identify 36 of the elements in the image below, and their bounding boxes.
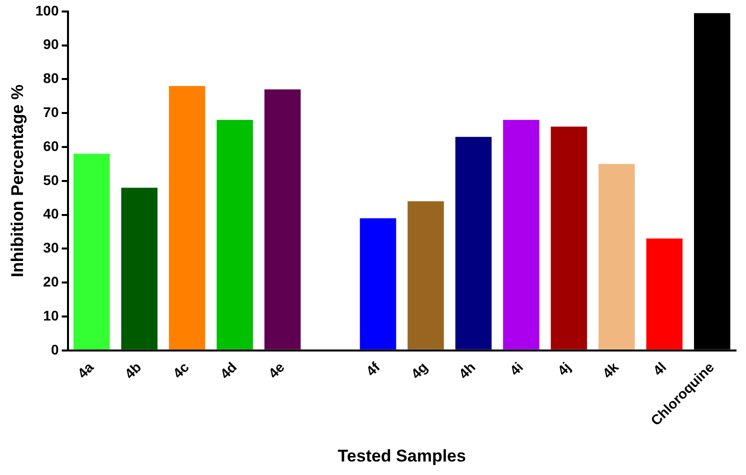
bar [360, 218, 396, 350]
bar [503, 120, 540, 350]
y-tick-label: 100 [35, 2, 59, 18]
x-tick-label: 4k [599, 358, 622, 382]
bar [455, 136, 492, 350]
x-tick-label: 4b [121, 358, 144, 382]
bar [264, 89, 301, 350]
bar [598, 164, 635, 350]
x-tick-label: 4g [408, 358, 431, 382]
bar [73, 154, 110, 350]
bar [408, 201, 444, 350]
x-tick-label: 4a [74, 358, 97, 382]
y-tick-label: 90 [43, 36, 59, 52]
x-tick-label: 4h [455, 358, 478, 382]
y-tick-label: 50 [43, 172, 59, 188]
x-tick-label: 4i [506, 358, 526, 378]
x-tick-label: 4d [216, 358, 240, 382]
bar [121, 188, 158, 350]
y-tick-label: 0 [50, 341, 59, 358]
bar [646, 238, 683, 350]
bar [550, 126, 588, 350]
x-tick-label: 4f [362, 358, 384, 380]
bar [216, 120, 253, 350]
y-tick-label: 80 [43, 70, 59, 86]
y-tick-label: 20 [43, 273, 59, 290]
y-axis-title: Inhibition Percentage % [8, 84, 27, 278]
bar [168, 86, 206, 350]
x-tick-label: 4c [170, 358, 192, 382]
y-tick-label: 40 [43, 206, 59, 222]
x-axis-title: Tested Samples [338, 446, 466, 466]
y-tick-label: 30 [43, 240, 59, 256]
y-tick-label: 70 [43, 104, 59, 120]
y-tick-label: 10 [43, 307, 59, 324]
y-tick-label: 60 [43, 138, 59, 154]
x-tick-label: 4e [265, 358, 288, 382]
x-tick-label: 4j [554, 358, 574, 378]
